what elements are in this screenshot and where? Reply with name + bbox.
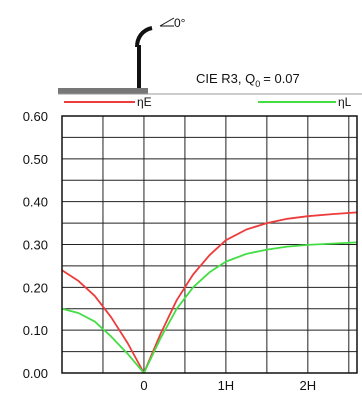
- series-line-eta-l: [61, 241, 358, 374]
- luminaire-arm: [135, 26, 153, 48]
- legend: ηE ηL: [64, 95, 352, 109]
- angle-label: 0°: [174, 16, 186, 30]
- plot-frame: [61, 115, 358, 374]
- axes: 0.00 0.10 0.20 0.30 0.40 0.50 0.60 0 1H 2H: [23, 109, 358, 393]
- y-tick-label: 0.50: [23, 152, 48, 167]
- y-tick-label: 0.20: [23, 280, 48, 295]
- y-tick-label: 0.40: [23, 195, 48, 210]
- legend-label-eta-l: ηL: [338, 95, 352, 109]
- road-label: CIE R3, Q0 = 0.07: [196, 71, 300, 89]
- angle-icon: [159, 17, 175, 27]
- road-surface: [58, 88, 148, 94]
- series-layer: [61, 211, 358, 374]
- pole: [137, 45, 141, 93]
- series-line-eta-e: [61, 211, 358, 374]
- luminaire-illustration: 0° CIE R3, Q0 = 0.07: [58, 16, 362, 95]
- x-tick-label: 1H: [218, 378, 235, 393]
- legend-label-eta-e: ηE: [137, 95, 152, 109]
- x-tick-label: 2H: [300, 378, 317, 393]
- y-tick-label: 0.10: [23, 323, 48, 338]
- y-tick-label: 0.60: [23, 109, 48, 124]
- y-tick-label: 0.30: [23, 238, 48, 253]
- y-tick-label: 0.00: [23, 366, 48, 381]
- x-tick-label: 0: [140, 378, 147, 393]
